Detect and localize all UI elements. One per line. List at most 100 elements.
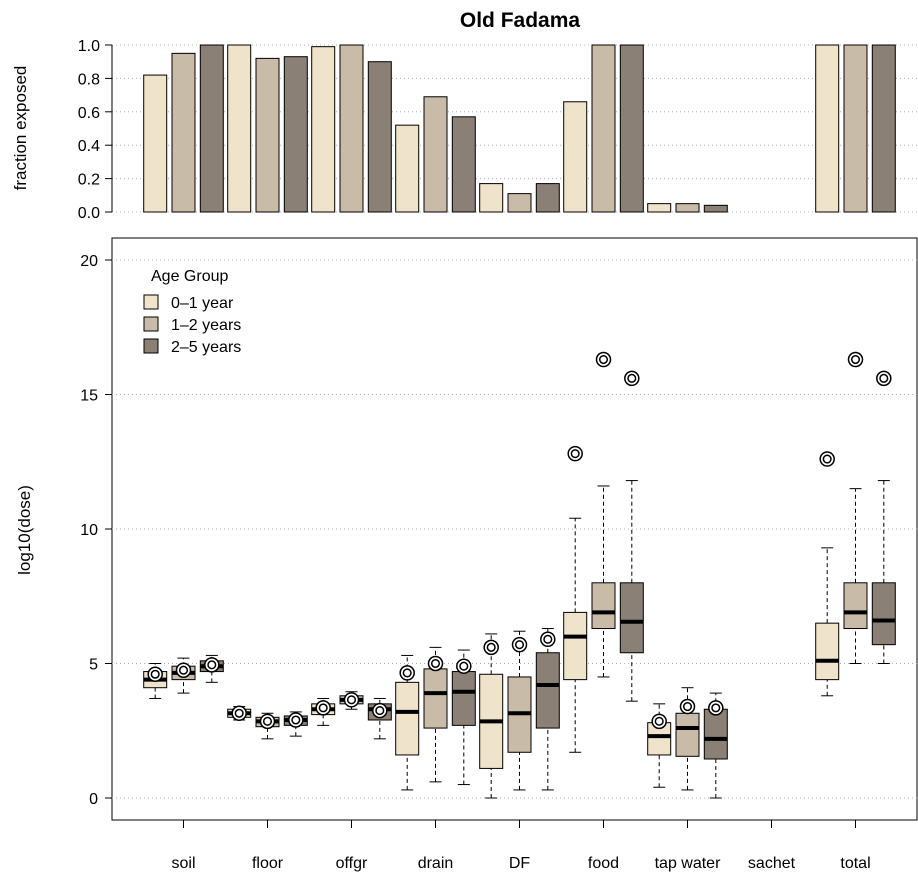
box-mean-outer <box>540 631 556 648</box>
bar-y-tick-label: 1.0 <box>78 38 100 55</box>
bar <box>451 116 476 213</box>
bar <box>227 44 252 213</box>
box-x-tick-label: sachet <box>748 855 796 872</box>
box-mean-inner <box>543 634 553 644</box>
bar <box>283 56 308 213</box>
box-boxes <box>143 351 896 799</box>
box-y-tick-label: 0 <box>89 791 98 808</box>
box-plot <box>843 351 868 664</box>
box-iqr <box>395 681 420 756</box>
bar-bars <box>143 44 896 213</box>
box-mean-outer <box>315 700 331 716</box>
box-plot <box>255 712 280 740</box>
box-x-tick-label: food <box>588 855 619 872</box>
box-plot <box>283 711 308 737</box>
box-mean-outer <box>708 700 724 716</box>
legend-entry: 0–1 year <box>171 295 234 312</box>
box-plot <box>451 649 476 786</box>
box-plot <box>675 687 700 791</box>
box-mean-outer <box>679 698 696 715</box>
box-mean-outer <box>427 655 444 672</box>
box-mean-inner <box>822 454 832 464</box>
bar <box>619 44 644 213</box>
box-plot <box>479 633 504 799</box>
bar <box>871 44 896 213</box>
box-mean-outer <box>399 665 415 681</box>
bar-y-tick-label: 0.0 <box>78 205 100 222</box>
bar-y-tick-label: 0.8 <box>78 71 100 88</box>
box-mean-inner <box>318 703 328 713</box>
box-x-tick-label: drain <box>418 855 454 872</box>
box-iqr <box>871 582 896 646</box>
bar <box>311 46 336 213</box>
box-mean-inner <box>234 708 244 718</box>
bar-y-tick-label: 0.4 <box>78 138 100 155</box>
box-plot <box>143 663 168 699</box>
box-iqr <box>451 671 476 726</box>
bar-y-axis-title: fraction exposed <box>11 66 30 191</box>
box-plot <box>563 445 588 753</box>
bar <box>647 203 672 213</box>
box-mean-inner <box>654 716 664 726</box>
legend-swatch <box>143 294 159 310</box>
box-mean-outer <box>372 702 388 719</box>
box-iqr <box>703 708 728 760</box>
legend: Age Group 0–1 year 1–2 years 2–5 years <box>143 268 241 356</box>
box-plot <box>703 692 728 799</box>
box-mean-outer <box>651 713 667 730</box>
box-plot <box>591 351 616 678</box>
bar <box>675 203 700 213</box>
box-x-tick-label: total <box>840 855 870 872</box>
box-mean-inner <box>291 715 301 725</box>
bar-y-tick-label: 0.2 <box>78 172 100 189</box>
box-plot <box>367 697 392 740</box>
box-mean-outer <box>456 658 472 674</box>
box-mean-outer <box>343 692 360 708</box>
legend-swatch <box>143 338 159 354</box>
bar <box>479 183 504 213</box>
box-y-tick-label: 10 <box>80 522 98 539</box>
bar <box>339 44 364 213</box>
box-panel: 0 5 10 15 20 soil floor offgr drain DF food tap wa… <box>15 237 918 872</box>
bar-y-tick-label: 0.6 <box>78 105 100 122</box>
box-iqr <box>535 652 560 729</box>
box-iqr <box>563 611 588 681</box>
box-plot <box>171 657 196 694</box>
bar <box>507 193 532 213</box>
box-mean-outer <box>175 662 192 678</box>
bar-y-axis: 0.0 0.2 0.4 0.6 0.8 1.0 <box>78 38 113 222</box>
box-mean-inner <box>150 669 160 679</box>
bar <box>171 52 196 213</box>
bar <box>143 74 168 213</box>
box-plot <box>423 646 448 783</box>
bar <box>255 57 280 213</box>
box-y-axis-title: log10(dose) <box>15 485 34 575</box>
box-mean-outer <box>819 451 835 467</box>
box-mean-outer <box>204 657 220 673</box>
box-iqr <box>591 582 616 630</box>
chart-title: Old Fadama <box>460 9 581 32</box>
box-iqr <box>843 582 868 630</box>
box-x-tick-label: offgr <box>336 855 368 872</box>
box-mean-inner <box>459 661 469 671</box>
box-mean-inner <box>570 449 580 459</box>
box-plot <box>647 703 672 788</box>
bar <box>703 204 728 213</box>
bar <box>843 44 868 213</box>
box-iqr <box>815 622 840 681</box>
box-mean-inner <box>346 695 357 705</box>
box-mean-inner <box>430 658 441 669</box>
box-mean-inner <box>207 660 217 670</box>
bar <box>815 44 840 213</box>
box-plot <box>227 705 252 722</box>
box-mean-inner <box>262 716 273 726</box>
box-mean-inner <box>850 354 861 365</box>
box-x-tick-label: soil <box>171 855 195 872</box>
legend-entry: 2–5 years <box>171 339 241 356</box>
box-x-tick-label: tap water <box>655 855 721 872</box>
box-mean-inner <box>598 354 609 365</box>
box-plot <box>535 628 560 791</box>
bar <box>423 96 448 213</box>
legend-swatch <box>143 316 159 332</box>
box-mean-outer <box>483 639 499 656</box>
